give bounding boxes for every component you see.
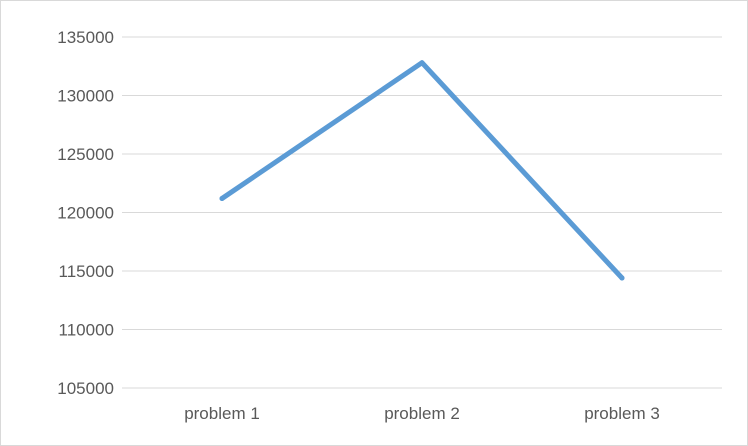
- y-tick-label: 135000: [57, 28, 114, 47]
- data-point: [219, 195, 225, 201]
- x-axis-category-labels: problem 1 problem 2 problem 3: [184, 404, 660, 423]
- gridlines: [122, 36, 722, 389]
- series-line: [219, 60, 625, 281]
- x-category-label: problem 3: [584, 404, 660, 423]
- series-lines: [219, 60, 625, 281]
- y-tick-label: 105000: [57, 379, 114, 398]
- y-tick-label: 110000: [59, 321, 114, 340]
- y-tick-label: 125000: [57, 145, 114, 164]
- x-category-label: problem 2: [384, 404, 460, 423]
- y-tick-label: 115000: [59, 262, 114, 281]
- x-category-label: problem 1: [184, 404, 260, 423]
- y-axis-tick-labels: 105000 110000 115000 120000 125000 130000 1350…: [57, 28, 114, 398]
- y-tick-label: 130000: [57, 87, 114, 106]
- y-tick-label: 120000: [57, 204, 114, 223]
- data-point: [419, 60, 425, 66]
- data-point: [619, 275, 625, 281]
